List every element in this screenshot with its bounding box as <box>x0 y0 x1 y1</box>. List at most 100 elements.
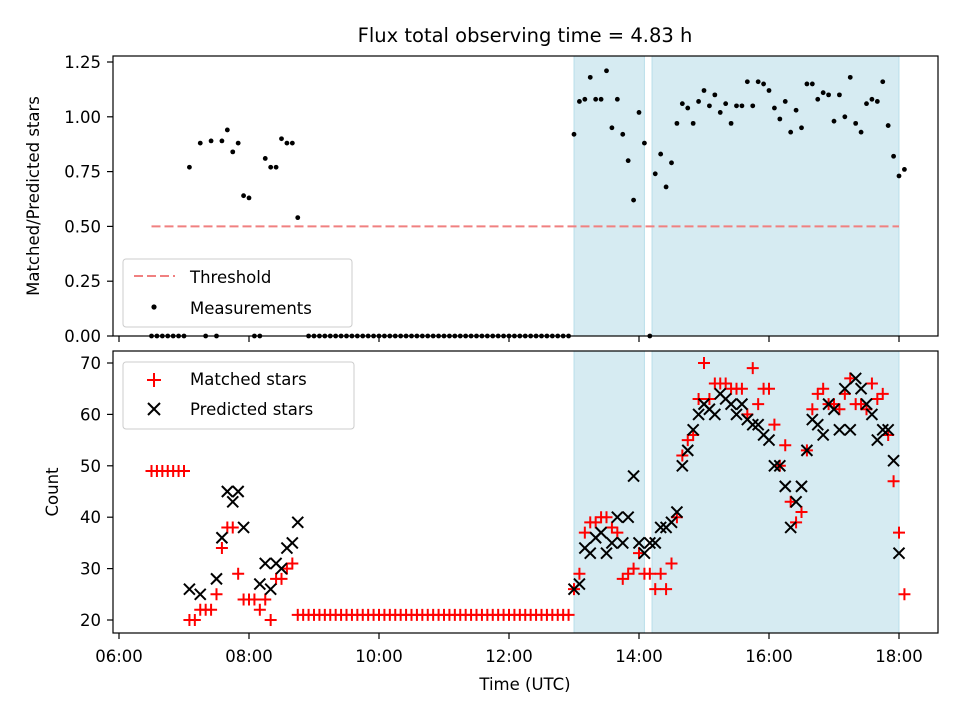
measurement-point <box>750 103 756 109</box>
predicted-star-point <box>611 510 624 524</box>
matched-star-point <box>779 439 792 452</box>
predicted-star-point <box>632 536 646 550</box>
measurement-point <box>804 81 810 87</box>
bottom-legend: Matched stars Predicted stars <box>122 361 355 430</box>
matched-star-point <box>855 398 868 411</box>
predicted-star-point <box>724 397 738 411</box>
matched-star-point <box>865 377 878 390</box>
matched-star-point <box>871 392 884 405</box>
measurement-point <box>826 92 831 98</box>
bottom-shaded-regions <box>573 350 900 634</box>
predicted-star-point <box>844 423 857 437</box>
predicted-star-point <box>816 428 830 442</box>
predicted-star-point <box>605 536 619 550</box>
measurement-point <box>761 81 766 87</box>
bottom-y-tick-label: 30 <box>80 560 101 579</box>
matched-star-point <box>280 562 293 575</box>
predicted-stars-points <box>183 372 906 601</box>
measurement-point <box>625 158 631 164</box>
bottom-y-ticks: 20 30 40 50 60 70 <box>80 354 113 630</box>
measurement-point <box>241 193 246 199</box>
predicted-star-point <box>784 521 797 534</box>
predicted-star-point <box>676 459 689 473</box>
predicted-star-point <box>789 495 803 508</box>
measurement-point <box>717 110 723 115</box>
matched-star-point <box>746 362 759 375</box>
predicted-star-point <box>865 408 879 421</box>
predicted-star-point <box>887 454 900 467</box>
measurement-point <box>197 140 203 146</box>
matched-star-point <box>253 603 266 616</box>
x-tick-label: 10:00 <box>355 647 403 666</box>
predicted-star-point <box>594 526 608 539</box>
predicted-star-point <box>215 531 229 544</box>
top-x-ticks <box>118 336 900 342</box>
measurements-legend-label: Measurements <box>190 299 312 318</box>
predicted-star-point <box>221 485 234 498</box>
predicted-star-point <box>686 423 700 437</box>
matched-star-point <box>784 495 797 508</box>
predicted-star-point <box>800 444 814 457</box>
observing-interval <box>651 350 900 634</box>
top-y-tick-label: 0.25 <box>64 272 101 291</box>
measurement-point <box>712 92 718 98</box>
matched-star-point <box>605 521 618 534</box>
top-y-tick-label: 1.25 <box>64 53 101 72</box>
matched-star-point <box>665 557 678 570</box>
matched-star-point <box>806 403 819 416</box>
predicted-star-point <box>751 418 765 431</box>
top-y-axis-label: Matched/Predicted stars <box>24 96 43 296</box>
measurement-point <box>652 171 658 177</box>
predicted-star-point <box>681 444 694 457</box>
matched-star-point <box>578 526 591 539</box>
measurement-point <box>880 79 886 85</box>
predicted-star-point <box>692 408 705 421</box>
predicted-star-point <box>616 536 629 550</box>
measurement-point <box>663 184 669 190</box>
measurement-point <box>869 96 875 102</box>
bottom-chart: 20 30 40 50 60 70 06:00 08:00 10:00 12:00 14:00 16… <box>43 350 939 694</box>
top-y-tick-label: 0.75 <box>64 163 101 182</box>
matched-star-point <box>616 572 629 585</box>
measurement-point <box>674 120 680 126</box>
predicted-star-point <box>838 382 852 395</box>
bottom-plot-frame <box>112 350 939 634</box>
predicted-star-point <box>231 485 245 498</box>
matched-star-point <box>817 382 830 395</box>
measurement-point <box>658 151 664 157</box>
bottom-y-tick-label: 20 <box>80 611 101 630</box>
measurement-point <box>864 101 869 107</box>
measurement-point <box>284 140 290 146</box>
predicted-star-point <box>275 562 288 575</box>
matched-star-point <box>226 521 239 534</box>
matched-star-point <box>600 511 613 524</box>
predicted-star-point <box>627 469 640 483</box>
predicted-star-point <box>854 382 868 395</box>
measurement-point <box>295 215 301 221</box>
measurement-point <box>809 81 815 87</box>
matched-star-point <box>248 593 261 606</box>
matched-star-point <box>205 603 218 616</box>
predicted-star-point <box>849 372 862 385</box>
matched-star-point <box>654 567 667 580</box>
bottom-y-tick-label: 40 <box>80 508 101 527</box>
x-tick-label: 08:00 <box>225 647 273 666</box>
threshold-legend-label: Threshold <box>189 268 271 287</box>
top-y-tick-label: 0.00 <box>64 327 101 346</box>
top-legend-box <box>122 258 353 328</box>
matched-star-point <box>795 506 808 519</box>
measurement-point <box>246 195 252 201</box>
matched-star-point <box>643 567 656 580</box>
measurements-legend-swatch <box>151 304 157 310</box>
predicted-star-point <box>735 397 749 411</box>
measurement-point <box>614 96 620 102</box>
measurement-point <box>707 103 712 109</box>
matched-star-point <box>876 387 889 400</box>
measurement-point <box>598 96 604 102</box>
measurement-point <box>766 88 772 93</box>
measurement-point <box>636 110 642 115</box>
measurement-point <box>793 107 799 113</box>
measurement-point <box>224 127 230 133</box>
predicted-star-point <box>881 423 895 437</box>
measurement-point <box>723 101 729 107</box>
